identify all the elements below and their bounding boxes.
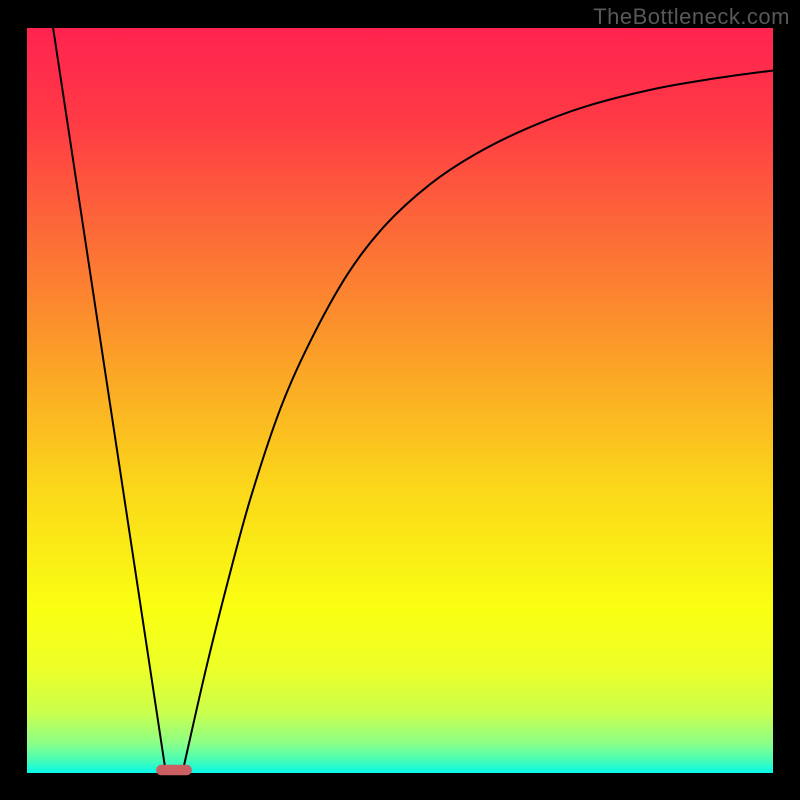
chart-container: TheBottleneck.com bbox=[0, 0, 800, 800]
plot-background bbox=[27, 28, 773, 773]
bottleneck-chart bbox=[0, 0, 800, 800]
watermark-text: TheBottleneck.com bbox=[593, 4, 790, 30]
valley-marker bbox=[156, 765, 192, 775]
